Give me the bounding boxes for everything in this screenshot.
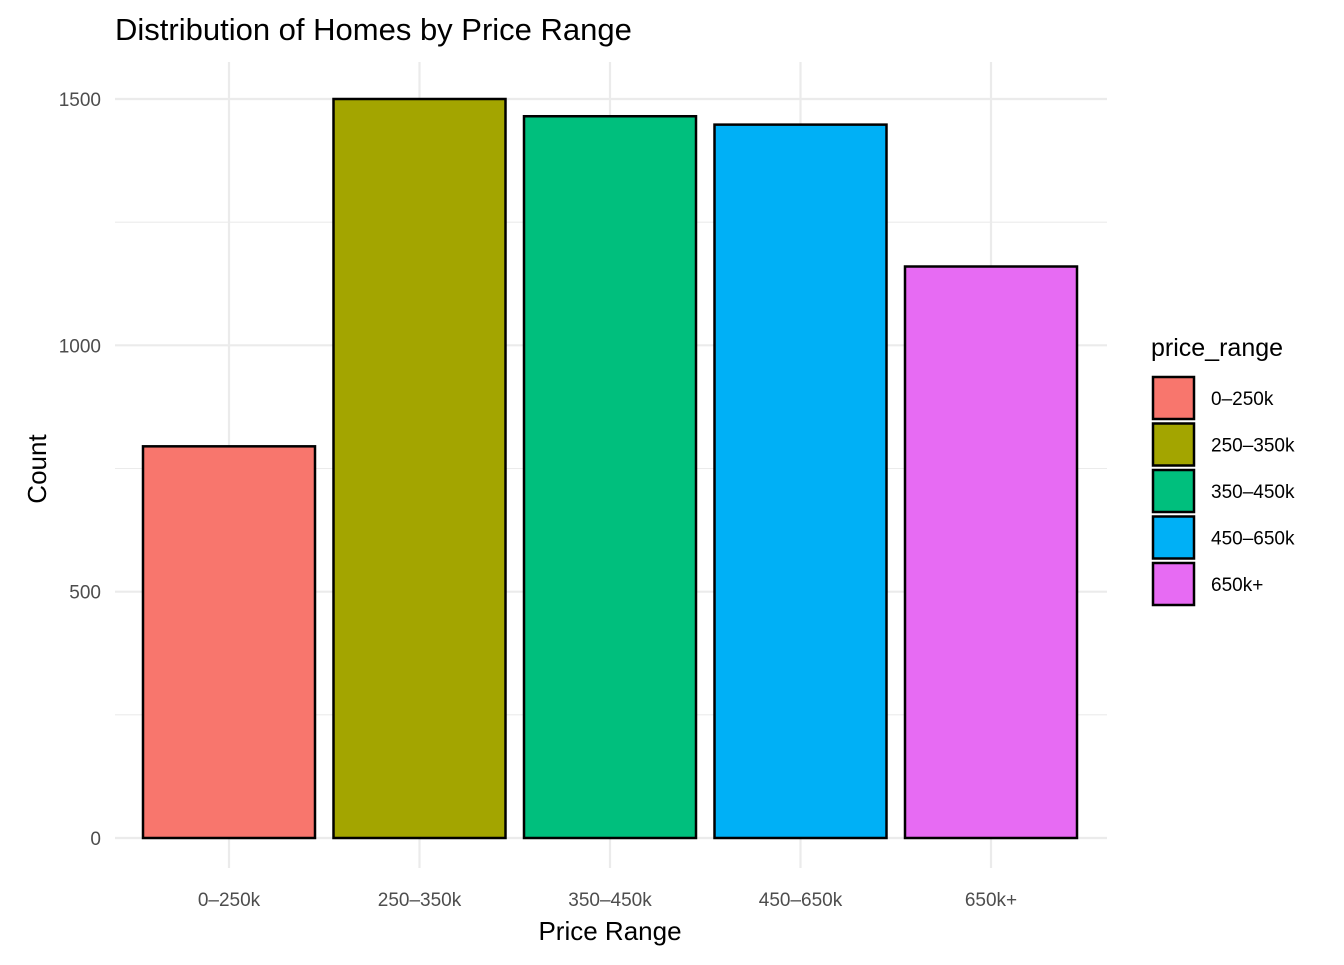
bar-2 xyxy=(522,114,698,840)
legend-entries: 0–250k 250–350k 350–450k 450–650k 650k+ xyxy=(1151,375,1295,607)
legend-label-3: 450–650k xyxy=(1211,529,1295,550)
y-tick-label: 1500 xyxy=(59,90,101,111)
legend-key-0 xyxy=(1151,375,1196,421)
legend-label-2: 350–450k xyxy=(1211,482,1295,503)
bars xyxy=(141,97,1079,840)
x-tick-label: 250–350k xyxy=(378,890,462,911)
x-axis-title: Price Range xyxy=(538,916,681,946)
legend-title: price_range xyxy=(1151,334,1283,362)
x-tick-label: 450–650k xyxy=(759,890,843,911)
axis-ticks: 0 500 1000 1500 0–250k 250–350k 350–450k 450–65… xyxy=(59,90,1017,911)
legend-key-3 xyxy=(1151,515,1196,560)
chart-title: Distribution of Homes by Price Range xyxy=(115,12,632,47)
y-tick-label: 0 xyxy=(90,829,101,850)
legend-label-1: 250–350k xyxy=(1211,436,1295,457)
bar-3 xyxy=(713,123,888,840)
x-tick-label: 350–450k xyxy=(568,890,652,911)
legend-key-4 xyxy=(1151,561,1196,607)
x-tick-label: 0–250k xyxy=(198,890,261,911)
y-axis-title: Count xyxy=(22,434,52,504)
legend: price_range 0–250k 250–350k 350–450k 450–65… xyxy=(1151,334,1295,607)
legend-key-2 xyxy=(1151,468,1196,514)
bar-0 xyxy=(141,445,317,840)
x-tick-label: 650k+ xyxy=(965,890,1017,911)
legend-label-0: 0–250k xyxy=(1211,389,1274,410)
bar-4 xyxy=(903,265,1079,840)
y-tick-label: 500 xyxy=(69,583,101,604)
legend-key-1 xyxy=(1151,422,1196,467)
legend-label-4: 650k+ xyxy=(1211,575,1263,596)
y-tick-label: 1000 xyxy=(59,336,101,357)
bar-1 xyxy=(332,97,507,840)
